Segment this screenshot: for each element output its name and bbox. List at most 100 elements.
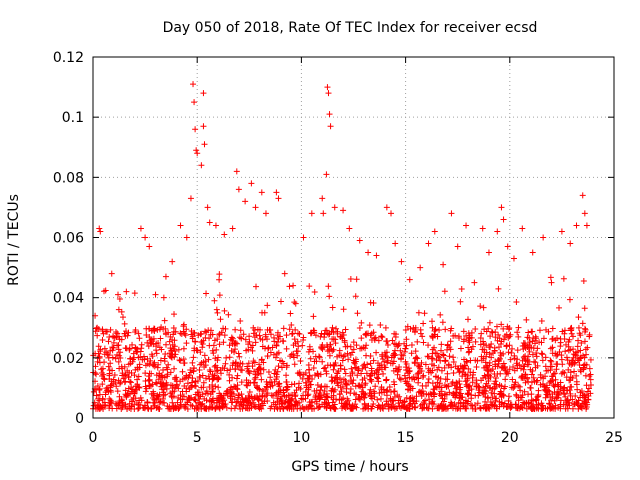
data-point — [203, 290, 210, 297]
data-point — [480, 390, 487, 397]
data-point — [315, 372, 322, 379]
data-point — [342, 343, 349, 350]
data-point — [530, 397, 537, 404]
data-point — [147, 337, 154, 344]
data-point — [558, 352, 565, 359]
data-point — [95, 343, 102, 350]
data-point — [492, 374, 499, 381]
data-point — [542, 354, 549, 361]
data-point — [138, 397, 145, 404]
data-point — [513, 298, 520, 305]
data-point — [289, 331, 296, 338]
data-point — [459, 373, 466, 380]
data-point — [288, 402, 295, 409]
data-point — [314, 382, 321, 389]
data-point — [206, 375, 213, 382]
data-point — [516, 361, 523, 368]
data-point — [227, 386, 234, 393]
data-point — [429, 380, 436, 387]
data-point — [176, 357, 183, 364]
data-point — [167, 369, 174, 376]
data-point — [441, 364, 448, 371]
data-point — [429, 405, 436, 412]
data-point — [362, 392, 369, 399]
data-point — [464, 359, 471, 366]
data-point — [547, 378, 554, 385]
data-point — [402, 375, 409, 382]
data-point — [142, 388, 149, 395]
data-point — [127, 379, 134, 386]
data-point — [175, 346, 182, 353]
data-point — [343, 389, 350, 396]
data-point — [390, 397, 397, 404]
data-point — [477, 341, 484, 348]
data-point — [388, 354, 395, 361]
data-point — [264, 353, 271, 360]
data-point-peak — [425, 240, 432, 247]
data-point — [349, 380, 356, 387]
data-point — [468, 346, 475, 353]
data-point — [219, 404, 226, 411]
data-point-peak — [258, 189, 265, 196]
data-point — [154, 393, 161, 400]
data-point — [320, 365, 327, 372]
data-point — [379, 351, 386, 358]
data-point — [216, 271, 223, 278]
data-point — [129, 341, 136, 348]
data-point-peak — [320, 210, 327, 217]
data-point — [251, 334, 258, 341]
data-point — [246, 333, 253, 340]
data-point — [367, 360, 374, 367]
data-point — [252, 339, 259, 346]
data-point — [456, 381, 463, 388]
data-point — [245, 368, 252, 375]
data-point-peak — [191, 99, 198, 106]
data-point — [527, 366, 534, 373]
data-point — [136, 335, 143, 342]
data-point — [450, 369, 457, 376]
data-point — [452, 363, 459, 370]
data-point — [119, 404, 126, 411]
data-point — [309, 399, 316, 406]
data-point — [383, 376, 390, 383]
data-point — [486, 319, 493, 326]
data-point — [198, 330, 205, 337]
data-point — [403, 361, 410, 368]
data-point-peak — [356, 237, 363, 244]
data-point — [507, 356, 514, 363]
data-point — [311, 329, 318, 336]
data-point — [256, 332, 263, 339]
data-point — [207, 398, 214, 405]
data-point-peak — [327, 123, 334, 130]
data-point — [567, 325, 574, 332]
data-point — [259, 343, 266, 350]
data-point — [548, 397, 555, 404]
data-point — [192, 391, 199, 398]
data-point — [411, 359, 418, 366]
data-point — [562, 393, 569, 400]
data-point — [496, 382, 503, 389]
data-point — [525, 403, 532, 410]
data-point — [423, 404, 430, 411]
data-point — [152, 379, 159, 386]
data-point — [259, 336, 266, 343]
data-point — [110, 339, 117, 346]
data-point — [557, 401, 564, 408]
data-point — [254, 385, 261, 392]
data-point — [581, 338, 588, 345]
data-point — [234, 372, 241, 379]
data-point — [163, 379, 170, 386]
data-point — [192, 338, 199, 345]
data-point-peak — [177, 222, 184, 229]
data-point — [363, 370, 370, 377]
data-point — [521, 400, 528, 407]
data-point — [333, 325, 340, 332]
data-point — [174, 399, 181, 406]
data-point — [418, 359, 425, 366]
data-point — [370, 329, 377, 336]
data-point — [557, 343, 564, 350]
data-point-peak — [573, 222, 580, 229]
data-point — [550, 405, 557, 412]
data-point — [175, 385, 182, 392]
data-point — [138, 341, 145, 348]
